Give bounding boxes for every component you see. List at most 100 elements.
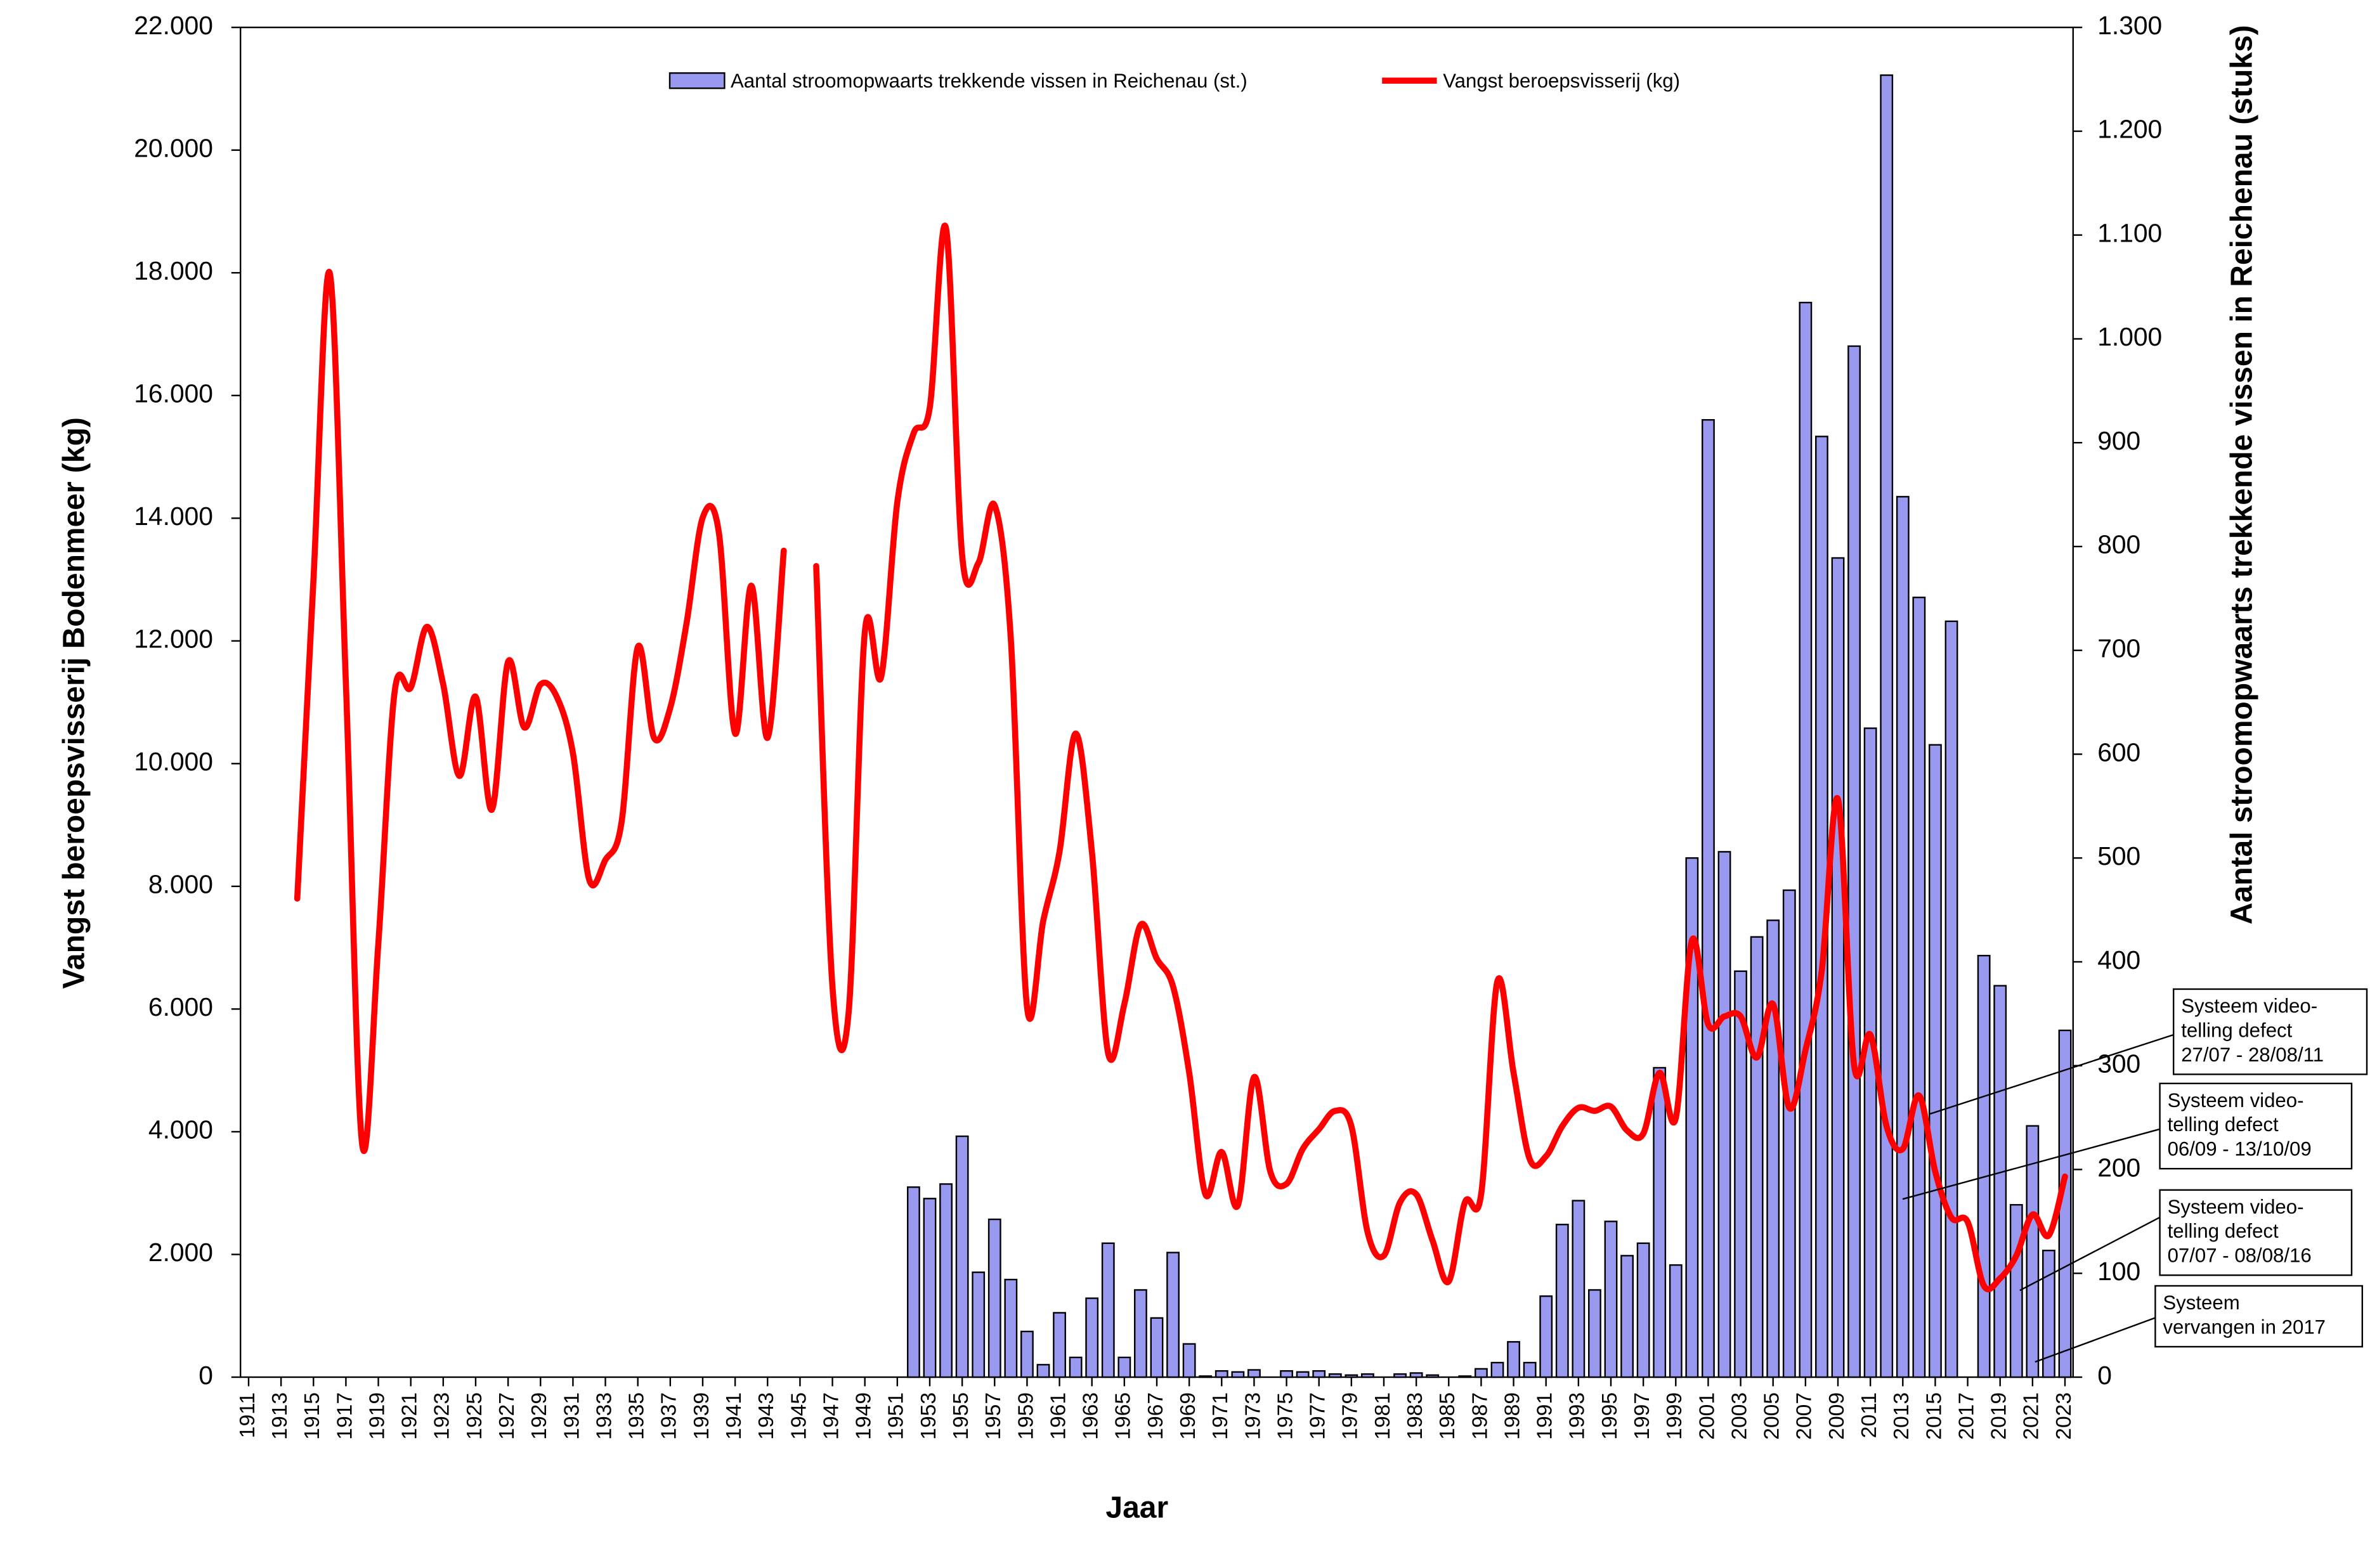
x-tick-label: 1911 [236,1392,259,1438]
bar [1296,1371,1310,1378]
annotation-text: telling defect [2168,1220,2279,1242]
y2-tick-label: 200 [2097,1153,2140,1182]
x-tick-label: 2023 [2052,1392,2076,1440]
annotation-leader [1929,1033,2174,1115]
x-tick-label: 1945 [787,1392,811,1440]
bar [1231,1371,1245,1378]
bar [1993,985,2007,1378]
x-tick-label: 1965 [1112,1392,1135,1440]
bar [1280,1370,1293,1378]
annotation-box [2159,1082,2353,1170]
annotation-text: Systeem [2163,1292,2239,1314]
x-tick-label: 1971 [1209,1392,1232,1440]
annotation-box [2172,988,2368,1075]
annotation-text: vervangen in 2017 [2163,1316,2326,1338]
y2-tick-label: 700 [2097,634,2140,663]
x-tick-label: 1915 [301,1392,324,1440]
x-tick-label: 1919 [365,1392,389,1440]
x-tick-label: 1997 [1631,1392,1654,1440]
annotation-text: 07/07 - 08/08/16 [2168,1245,2312,1267]
bar [1539,1295,1553,1378]
y-tick-label: 14.000 [134,502,213,531]
bar [1345,1374,1358,1378]
bar [1150,1317,1164,1378]
bar [955,1135,969,1378]
x-tick-label: 1973 [1241,1392,1265,1440]
y-tick-label: 10.000 [134,747,213,776]
annotation-leader [2035,1317,2156,1363]
y2-tick-label: 800 [2097,530,2140,559]
y2-tick-label: 900 [2097,426,2140,455]
x-tick-label: 1949 [852,1392,876,1440]
x-tick-label: 1933 [592,1392,616,1440]
y-tick-label: 18.000 [134,256,213,285]
bar [1782,889,1796,1378]
x-tick-label: 1979 [1339,1392,1362,1440]
annotation-text: Systeem video- [2168,1196,2304,1218]
annotation-box [2159,1189,2353,1276]
bar [1166,1252,1180,1378]
x-tick-label: 1947 [819,1392,843,1440]
x-tick-label: 1967 [1144,1392,1168,1440]
x-tick-label: 1981 [1371,1392,1395,1440]
bar [1409,1372,1423,1378]
y-tick-label: 2.000 [148,1238,213,1267]
x-tick-label: 1925 [463,1392,486,1440]
bar [2042,1250,2055,1378]
bar [2026,1125,2040,1378]
y2-tick-label: 0 [2097,1361,2112,1390]
bar [1588,1289,1601,1378]
y2-tick-label: 300 [2097,1049,2140,1079]
y2-tick-label: 1.100 [2097,218,2162,247]
bar [1490,1361,1504,1378]
y2-tick-label: 400 [2097,945,2140,975]
bar [1134,1289,1147,1378]
y-tick-label: 20.000 [134,134,213,163]
bar [1653,1066,1667,1378]
x-tick-label: 1935 [625,1392,649,1440]
bar [1036,1364,1050,1378]
x-tick-label: 1975 [1273,1392,1297,1440]
x-tick-label: 1989 [1501,1392,1524,1440]
y2-tick-label: 1.000 [2097,322,2162,351]
bar [1020,1330,1034,1378]
x-tick-label: 1999 [1663,1392,1686,1440]
bar [1977,954,1991,1378]
x-tick-label: 1921 [398,1392,422,1440]
x-tick-label: 1955 [949,1392,973,1440]
x-tick-label: 1931 [560,1392,583,1440]
bar [1523,1361,1537,1378]
x-axis-title: Jaar [1105,1491,1168,1524]
bar [1604,1221,1618,1378]
bar [1912,597,1926,1378]
bar [1669,1264,1683,1378]
legend-label: Vangst beroepsvisserij (kg) [1443,70,1680,92]
x-tick-label: 2019 [1988,1392,2011,1440]
annotation-text: telling defect [2181,1019,2292,1041]
x-tick-label: 1969 [1176,1392,1200,1440]
y-tick-label: 16.000 [134,379,213,408]
x-tick-label: 2021 [2020,1392,2043,1440]
x-tick-label: 1941 [722,1392,746,1440]
y2-tick-label: 500 [2097,841,2140,871]
x-tick-label: 1929 [528,1392,551,1440]
annotation-text: Systeem video- [2181,995,2317,1017]
x-tick-label: 1913 [268,1392,292,1440]
y-axis-title: Vangst beroepsvisserij Bodenmeer (kg) [58,417,91,988]
legend-label: Aantal stroomopwaarts trekkende vissen i… [731,70,1247,92]
x-tick-label: 1983 [1403,1392,1427,1440]
bar [1215,1370,1228,1378]
line [294,223,2068,1293]
bar [1085,1297,1099,1378]
x-tick-label: 1917 [333,1392,356,1440]
bar [1847,345,1861,1378]
bar [1799,301,1813,1378]
x-tick-label: 2015 [1922,1392,1946,1440]
x-tick-label: 1953 [917,1392,941,1440]
x-tick-label: 2009 [1825,1392,1849,1440]
bar [1750,936,1764,1378]
bar [1766,919,1780,1378]
bar [1328,1373,1342,1378]
x-tick-label: 1963 [1079,1392,1103,1440]
